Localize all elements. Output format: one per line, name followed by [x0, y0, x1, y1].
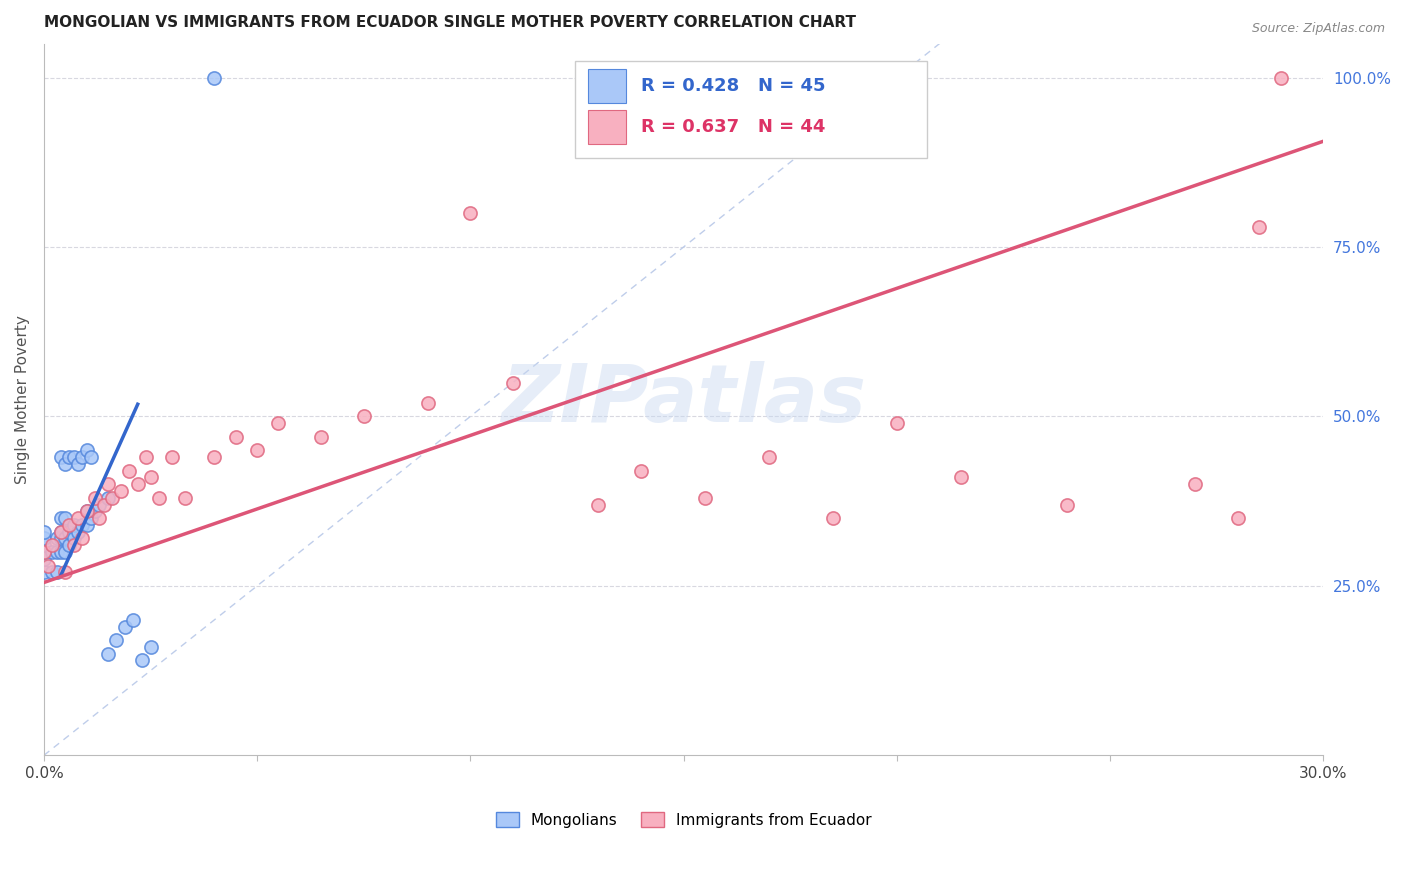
Point [76, 504, 98, 518]
Point [309, 430, 332, 444]
Y-axis label: Single Mother Poverty: Single Mother Poverty [15, 315, 30, 484]
Point [32, 532, 55, 546]
Point [84, 504, 107, 518]
Point [72, 450, 94, 464]
Point [630, 464, 652, 478]
Point [135, 450, 157, 464]
Point [225, 430, 247, 444]
FancyBboxPatch shape [588, 69, 626, 103]
Point [62, 532, 84, 546]
Point [118, 464, 141, 478]
Point [886, 416, 908, 430]
Point [1249, 219, 1271, 234]
Point [62, 517, 84, 532]
Point [41, 538, 63, 552]
Point [66, 524, 89, 539]
Point [949, 470, 972, 484]
Point [148, 491, 170, 505]
Point [1056, 498, 1078, 512]
Point [41, 566, 63, 580]
Point [62, 538, 84, 552]
Point [80, 511, 103, 525]
Point [32, 538, 55, 552]
Point [32, 551, 55, 566]
Point [1270, 70, 1292, 85]
Point [66, 457, 89, 471]
Point [267, 416, 290, 430]
Point [49, 524, 72, 539]
Text: Source: ZipAtlas.com: Source: ZipAtlas.com [1251, 22, 1385, 36]
Point [49, 545, 72, 559]
FancyBboxPatch shape [575, 62, 927, 158]
Point [246, 443, 269, 458]
Point [84, 491, 107, 505]
Point [37, 558, 59, 573]
Point [114, 619, 136, 633]
Point [122, 613, 145, 627]
Point [49, 511, 72, 525]
Point [89, 511, 111, 525]
Point [89, 498, 111, 512]
Point [72, 517, 94, 532]
Point [41, 545, 63, 559]
Point [1184, 477, 1206, 491]
Point [53, 545, 76, 559]
Point [72, 532, 94, 546]
Point [45, 532, 67, 546]
Point [460, 206, 482, 220]
Point [45, 545, 67, 559]
Point [58, 517, 80, 532]
Point [66, 511, 89, 525]
Point [32, 545, 55, 559]
Point [45, 566, 67, 580]
Point [110, 483, 132, 498]
Point [160, 450, 183, 464]
Point [58, 524, 80, 539]
Point [353, 409, 375, 424]
Legend: Mongolians, Immigrants from Ecuador: Mongolians, Immigrants from Ecuador [489, 805, 877, 834]
Point [53, 566, 76, 580]
Point [758, 450, 780, 464]
Point [53, 511, 76, 525]
Text: MONGOLIAN VS IMMIGRANTS FROM ECUADOR SINGLE MOTHER POVERTY CORRELATION CHART: MONGOLIAN VS IMMIGRANTS FROM ECUADOR SIN… [44, 15, 856, 30]
Point [101, 491, 124, 505]
Point [131, 653, 153, 667]
Point [76, 517, 98, 532]
Point [49, 532, 72, 546]
Point [821, 511, 844, 525]
Point [173, 491, 195, 505]
Point [204, 70, 226, 85]
Point [76, 443, 98, 458]
Point [62, 450, 84, 464]
Point [93, 498, 115, 512]
Point [693, 491, 716, 505]
FancyBboxPatch shape [588, 110, 626, 144]
Point [58, 538, 80, 552]
Point [97, 477, 120, 491]
Point [32, 566, 55, 580]
Point [80, 450, 103, 464]
Point [105, 633, 128, 648]
Point [97, 647, 120, 661]
Text: R = 0.637   N = 44: R = 0.637 N = 44 [641, 118, 825, 136]
Point [53, 457, 76, 471]
Point [139, 470, 162, 484]
Point [204, 450, 226, 464]
Point [49, 450, 72, 464]
Point [1227, 511, 1250, 525]
Text: ZIPatlas: ZIPatlas [501, 360, 866, 439]
Point [97, 491, 120, 505]
Point [127, 477, 149, 491]
Point [49, 524, 72, 539]
Point [32, 545, 55, 559]
Point [53, 532, 76, 546]
Point [139, 640, 162, 654]
Point [588, 498, 610, 512]
Point [32, 524, 55, 539]
Text: R = 0.428   N = 45: R = 0.428 N = 45 [641, 77, 825, 95]
Point [416, 396, 439, 410]
Point [502, 376, 524, 390]
Point [58, 450, 80, 464]
Point [76, 504, 98, 518]
